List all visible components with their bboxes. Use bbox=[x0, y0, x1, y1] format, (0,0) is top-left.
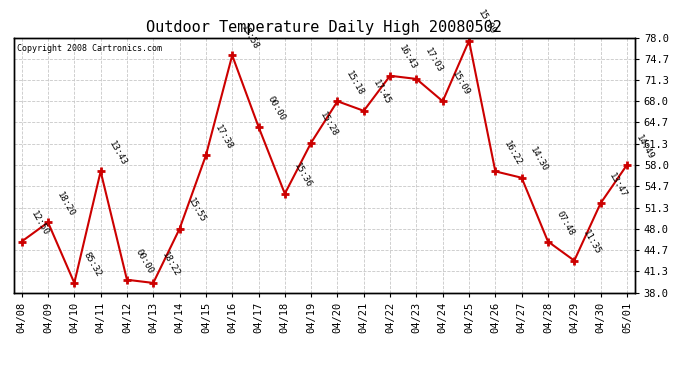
Text: 15:18: 15:18 bbox=[344, 69, 366, 97]
Text: 85:32: 85:32 bbox=[81, 251, 103, 279]
Text: 14:49: 14:49 bbox=[634, 133, 655, 161]
Text: 18:22: 18:22 bbox=[160, 251, 181, 279]
Text: 15:09: 15:09 bbox=[450, 69, 471, 97]
Text: 15:58: 15:58 bbox=[239, 23, 260, 51]
Text: 13:47: 13:47 bbox=[607, 171, 629, 199]
Text: 12:50: 12:50 bbox=[29, 210, 50, 237]
Text: 15:55: 15:55 bbox=[186, 197, 208, 225]
Text: 07:48: 07:48 bbox=[555, 210, 576, 237]
Text: 16:43: 16:43 bbox=[397, 44, 418, 72]
Title: Outdoor Temperature Daily High 20080502: Outdoor Temperature Daily High 20080502 bbox=[146, 20, 502, 35]
Text: 18:20: 18:20 bbox=[55, 190, 76, 218]
Text: 11:35: 11:35 bbox=[581, 229, 602, 256]
Text: 16:22: 16:22 bbox=[502, 140, 524, 167]
Text: 00:00: 00:00 bbox=[266, 95, 286, 123]
Text: 17:45: 17:45 bbox=[371, 79, 392, 106]
Text: 17:03: 17:03 bbox=[424, 47, 444, 75]
Text: 14:30: 14:30 bbox=[529, 146, 550, 174]
Text: 13:43: 13:43 bbox=[108, 140, 129, 167]
Text: 17:38: 17:38 bbox=[213, 123, 234, 151]
Text: 15:09: 15:09 bbox=[476, 9, 497, 36]
Text: 15:36: 15:36 bbox=[292, 162, 313, 189]
Text: Copyright 2008 Cartronics.com: Copyright 2008 Cartronics.com bbox=[17, 44, 162, 53]
Text: 00:00: 00:00 bbox=[134, 248, 155, 276]
Text: 15:28: 15:28 bbox=[318, 111, 339, 138]
